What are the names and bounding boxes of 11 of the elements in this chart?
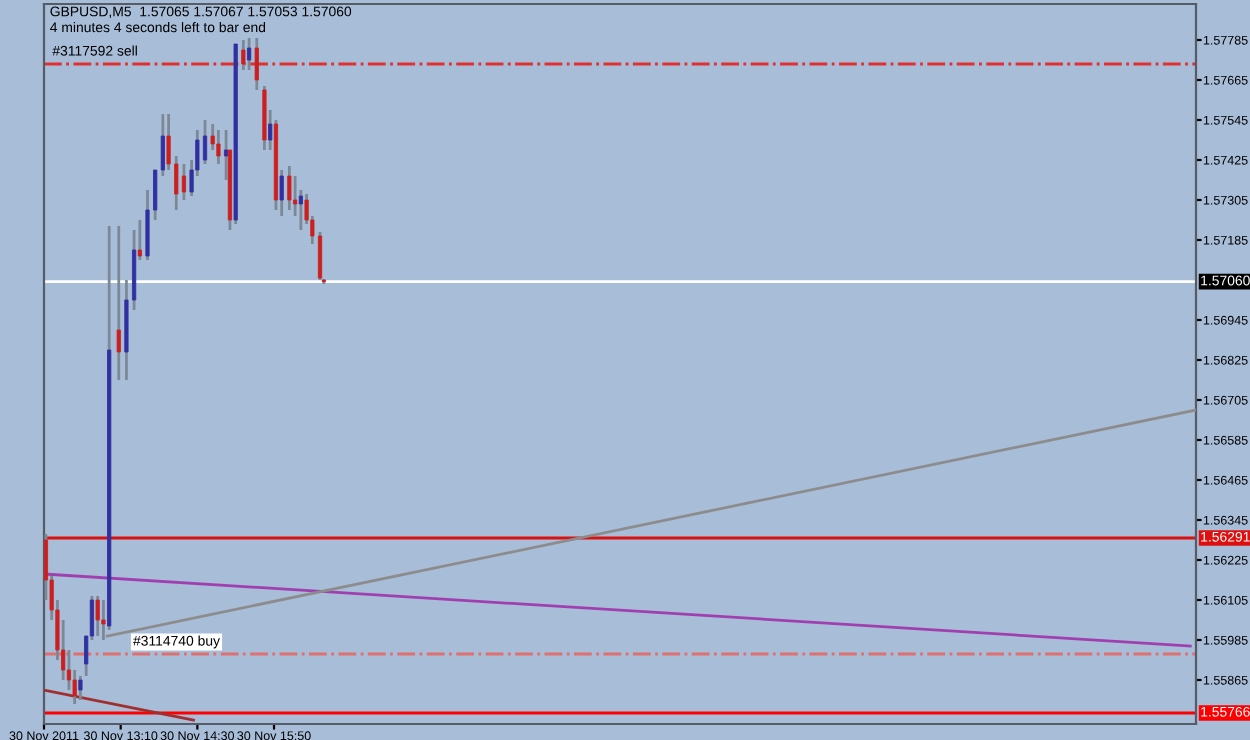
candlestick [78,674,83,702]
candlestick [95,594,100,638]
candlestick [181,162,187,202]
candlestick [241,38,246,72]
candlestick [287,164,292,212]
candlestick [116,224,121,382]
candlestick [202,118,208,166]
candlestick [254,36,259,92]
candlestick [247,36,252,72]
candlestick [224,128,229,182]
candlestick [216,128,221,166]
